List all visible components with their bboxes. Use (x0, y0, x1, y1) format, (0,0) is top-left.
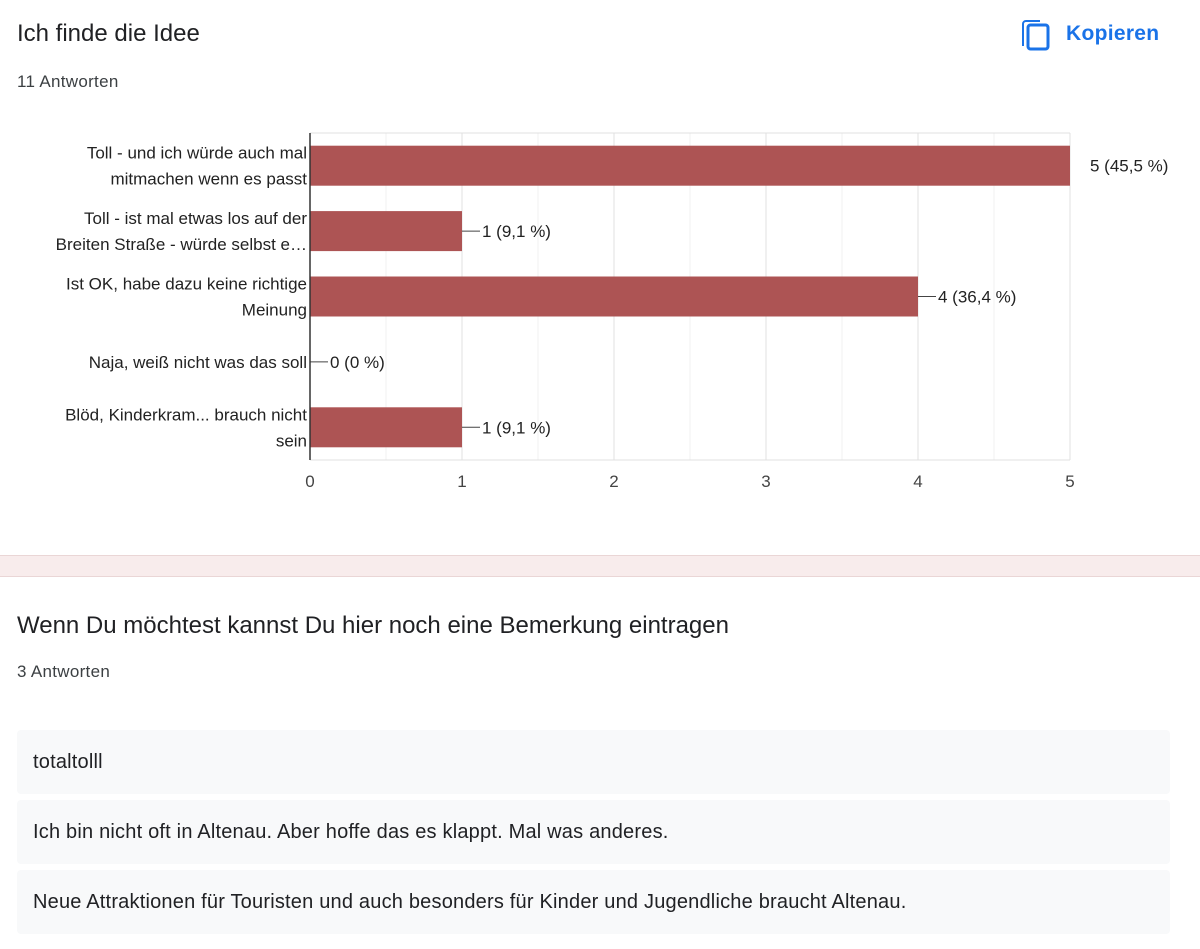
data-label: 1 (9,1 %) (482, 222, 551, 241)
copy-icon (1022, 20, 1050, 51)
question-card-1: Ich finde die Idee 11 Antworten Kopieren… (17, 14, 1184, 491)
x-tick-label: 0 (305, 472, 314, 491)
question-title-2: Wenn Du möchtest kannst Du hier noch ein… (17, 612, 729, 639)
x-tick-label: 4 (913, 472, 922, 491)
data-label: 4 (36,4 %) (938, 288, 1016, 307)
x-tick-label: 1 (457, 472, 466, 491)
x-tick-label: 5 (1065, 472, 1074, 491)
category-label: Breiten Straße - würde selbst e… (56, 235, 307, 254)
data-label: 5 (45,5 %) (1090, 157, 1168, 176)
response-count-2: 3 Antworten (17, 662, 111, 681)
category-label: mitmachen wenn es passt (110, 170, 307, 189)
data-label: 0 (0 %) (330, 353, 385, 372)
bar-chart: Toll - und ich würde auch mal mitmachen w… (56, 132, 1168, 491)
category-label: Toll - und ich würde auch mal (87, 144, 307, 163)
data-label: 1 (9,1 %) (482, 418, 551, 437)
section-separator (0, 555, 1200, 577)
category-label: Toll - ist mal etwas los auf der (84, 209, 307, 228)
response-item: Ich bin nicht oft in Altenau. Aber hoffe… (17, 800, 1170, 864)
bar (310, 407, 462, 448)
response-count: 11 Antworten (17, 72, 119, 91)
response-item: totaltolll (17, 730, 1170, 794)
category-label: Naja, weiß nicht was das soll (89, 353, 307, 372)
category-label: sein (276, 431, 307, 450)
x-tick-label: 2 (609, 472, 618, 491)
category-label: Blöd, Kinderkram... brauch nicht (65, 405, 307, 424)
question-title: Ich finde die Idee (17, 20, 200, 47)
bar (310, 276, 918, 317)
copy-label: Kopieren (1066, 22, 1160, 45)
bar (310, 145, 1070, 186)
category-label: Meinung (242, 301, 307, 320)
x-tick-label: 3 (761, 472, 770, 491)
bar (310, 211, 462, 252)
category-label: Ist OK, habe dazu keine richtige (66, 275, 307, 294)
copy-button[interactable]: Kopieren (1014, 14, 1184, 54)
response-item: Neue Attraktionen für Touristen und auch… (17, 870, 1170, 934)
